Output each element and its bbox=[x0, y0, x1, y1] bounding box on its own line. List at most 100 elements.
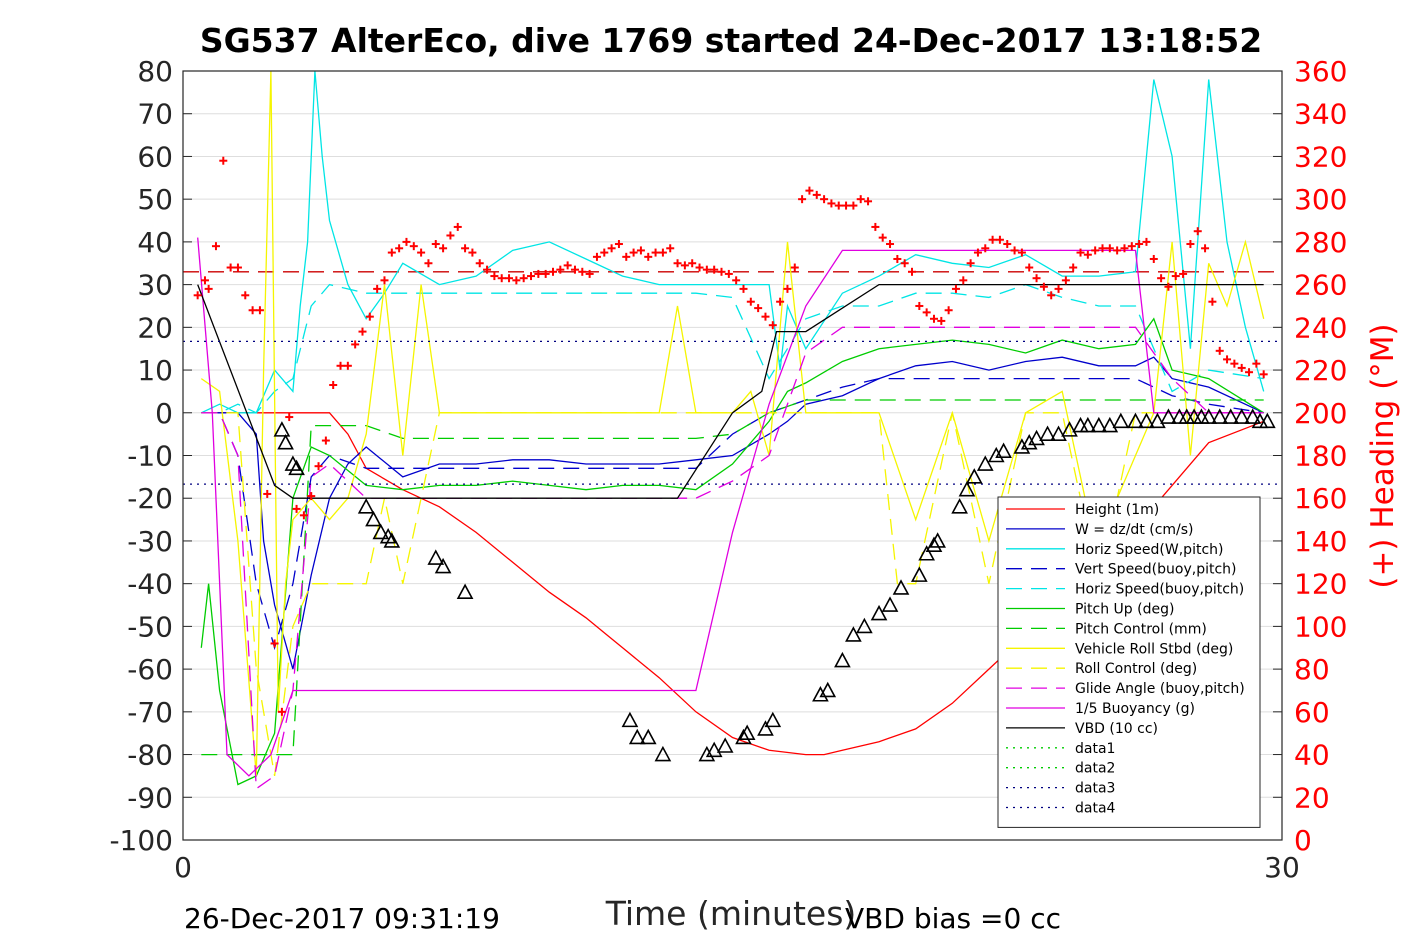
series-line-8 bbox=[201, 412, 1264, 777]
y-tick-label-right: 0 bbox=[1294, 824, 1312, 857]
y-tick-label-left: 70 bbox=[137, 98, 173, 131]
y-tick-label-left: -80 bbox=[127, 739, 173, 772]
heading-point bbox=[1179, 269, 1188, 278]
depth-marker bbox=[1211, 408, 1229, 424]
heading-point bbox=[988, 235, 997, 244]
heading-point bbox=[746, 297, 755, 306]
y-tick-label-right: 220 bbox=[1294, 354, 1347, 387]
heading-point bbox=[798, 195, 807, 204]
heading-point bbox=[292, 504, 301, 513]
x-tick-label: 30 bbox=[1264, 851, 1300, 884]
heading-point bbox=[761, 312, 770, 321]
depth-marker bbox=[1138, 412, 1155, 429]
heading-point bbox=[900, 259, 909, 268]
heading-point bbox=[717, 267, 726, 276]
depth-marker bbox=[434, 557, 452, 574]
heading-point bbox=[1230, 359, 1239, 368]
heading-point bbox=[527, 272, 536, 281]
heading-point bbox=[439, 244, 448, 253]
heading-point bbox=[871, 222, 880, 231]
y-tick-label-right: 260 bbox=[1294, 269, 1347, 302]
heading-point bbox=[827, 199, 836, 208]
heading-point bbox=[614, 240, 623, 249]
heading-point bbox=[1201, 244, 1210, 253]
heading-point bbox=[1259, 370, 1268, 379]
heading-point bbox=[314, 462, 323, 471]
y-tick-label-right: 320 bbox=[1294, 140, 1347, 173]
plot-area bbox=[183, 71, 1282, 790]
legend-entry-label: W = dz/dt (cm/s) bbox=[1075, 522, 1194, 538]
heading-point bbox=[453, 222, 462, 231]
heading-point bbox=[402, 237, 411, 246]
depth-marker bbox=[812, 686, 829, 702]
axes: 80706050403020100-10-20-30-40-50-60-70-8… bbox=[109, 55, 1347, 884]
depth-marker bbox=[383, 532, 401, 548]
heading-point bbox=[534, 269, 543, 278]
y-tick-label-left: -90 bbox=[127, 781, 173, 814]
heading-point bbox=[915, 301, 924, 310]
heading-point bbox=[373, 284, 382, 293]
data-series bbox=[183, 71, 1282, 790]
heading-point bbox=[1017, 248, 1026, 257]
y-tick-label-left: 10 bbox=[137, 354, 173, 387]
heading-point bbox=[724, 269, 733, 278]
plot-frame bbox=[182, 70, 1283, 841]
heading-point bbox=[849, 201, 858, 210]
heading-point bbox=[710, 265, 719, 274]
heading-point bbox=[893, 254, 902, 263]
x-tick-label: 0 bbox=[174, 851, 192, 884]
depth-marker bbox=[456, 583, 474, 600]
heading-point bbox=[512, 276, 521, 285]
y-tick-label-right: 360 bbox=[1294, 55, 1347, 88]
heading-point bbox=[1157, 274, 1166, 283]
heading-point bbox=[1223, 355, 1232, 364]
depth-marker bbox=[738, 724, 756, 740]
heading-point bbox=[233, 263, 242, 272]
y-tick-label-left: 60 bbox=[137, 140, 173, 173]
heading-point bbox=[270, 639, 279, 648]
heading-point bbox=[1083, 250, 1092, 259]
y-right-axis-label: (+) Heading (°M) bbox=[1365, 323, 1401, 588]
heading-point bbox=[380, 276, 389, 285]
depth-marker bbox=[995, 442, 1012, 459]
heading-point bbox=[1054, 284, 1063, 293]
heading-point bbox=[856, 195, 865, 204]
heading-point bbox=[622, 252, 631, 261]
heading-point bbox=[732, 276, 741, 285]
heading-point bbox=[937, 316, 946, 325]
depth-marker bbox=[976, 455, 994, 471]
depth-marker bbox=[1112, 412, 1130, 429]
y-tick-label-right: 60 bbox=[1294, 696, 1330, 729]
heading-point bbox=[556, 265, 565, 274]
heading-point bbox=[241, 291, 250, 300]
heading-point bbox=[1003, 240, 1012, 249]
depth-marker bbox=[628, 728, 646, 745]
heading-point bbox=[490, 272, 499, 281]
depth-marker bbox=[1050, 425, 1067, 441]
depth-marker bbox=[918, 545, 935, 561]
legend: Height (1m) W = dz/dt (cm/s) Horiz Speed(W… bbox=[997, 496, 1261, 828]
legend-entry-label: data2 bbox=[1075, 761, 1115, 777]
legend-entry-label: VBD (10 cc) bbox=[1075, 721, 1158, 737]
heading-point bbox=[285, 413, 294, 422]
y-tick-label-right: 200 bbox=[1294, 397, 1347, 430]
heading-point bbox=[387, 248, 396, 257]
heading-point bbox=[1252, 359, 1261, 368]
depth-marker bbox=[1160, 408, 1177, 424]
legend-entry-label: Roll Control (deg) bbox=[1075, 661, 1197, 677]
depth-marker bbox=[987, 446, 1005, 463]
heading-point bbox=[1032, 274, 1041, 283]
depth-marker bbox=[1028, 429, 1045, 446]
heading-point bbox=[768, 321, 777, 330]
heading-point bbox=[1171, 272, 1180, 281]
depth-marker bbox=[284, 455, 302, 471]
heading-point bbox=[1010, 246, 1019, 255]
heading-point bbox=[1208, 297, 1217, 306]
depth-marker bbox=[1233, 408, 1251, 424]
heading-point bbox=[336, 361, 345, 370]
footer-timestamp: 26-Dec-2017 09:31:19 bbox=[184, 902, 500, 935]
heading-point bbox=[329, 381, 338, 390]
heading-point bbox=[607, 244, 616, 253]
depth-marker bbox=[273, 421, 291, 437]
depth-marker bbox=[277, 433, 294, 450]
